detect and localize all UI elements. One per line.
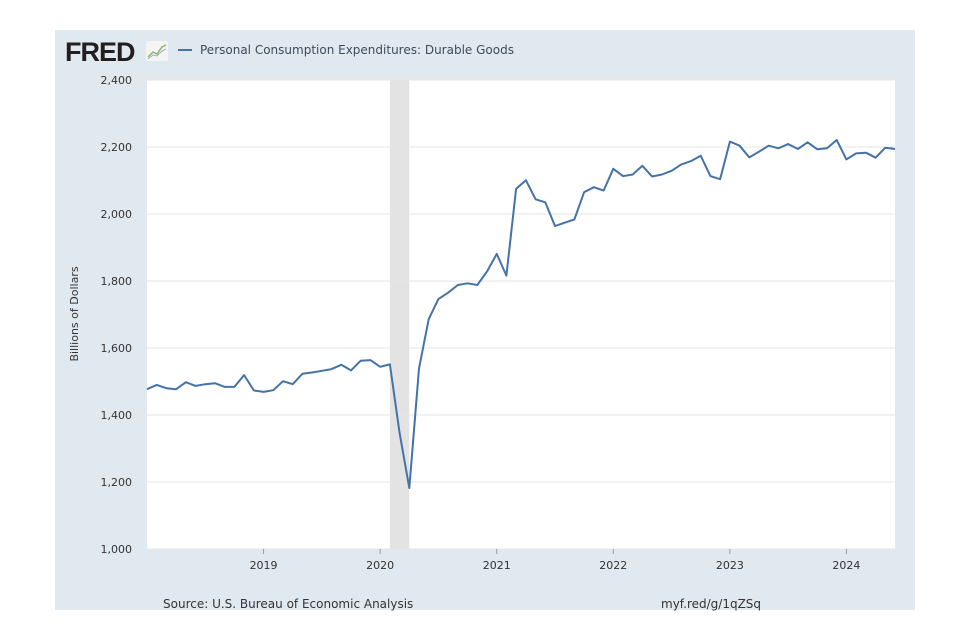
- y-tick-label: 2,400: [101, 74, 133, 87]
- legend-swatch: [178, 49, 192, 51]
- fred-logo[interactable]: FRED: [65, 37, 135, 67]
- y-tick-label: 1,000: [101, 543, 133, 556]
- legend-label: Personal Consumption Expenditures: Durab…: [200, 43, 514, 57]
- recession-band: [389, 80, 410, 549]
- y-tick-label: 1,600: [101, 342, 133, 355]
- y-axis-label: Billions of Dollars: [68, 266, 81, 361]
- y-tick-label: 1,200: [101, 476, 133, 489]
- x-tick-label: 2019: [250, 559, 278, 572]
- line-chart-icon: [146, 41, 168, 61]
- short-link[interactable]: myf.red/g/1qZSq: [661, 597, 762, 611]
- x-tick-label: 2021: [483, 559, 511, 572]
- source-text: Source: U.S. Bureau of Economic Analysis: [163, 597, 414, 611]
- x-tick-label: 2024: [832, 559, 860, 572]
- x-tick-label: 2023: [716, 559, 744, 572]
- plot-area: [147, 80, 895, 549]
- y-tick-label: 2,000: [101, 208, 133, 221]
- legend: Personal Consumption Expenditures: Durab…: [178, 43, 514, 57]
- y-tick-label: 1,800: [101, 275, 133, 288]
- series-line: [146, 139, 896, 489]
- y-tick-label: 1,400: [101, 409, 133, 422]
- x-tick-label: 2022: [599, 559, 627, 572]
- y-tick-label: 2,200: [101, 141, 133, 154]
- x-tick-label: 2020: [366, 559, 394, 572]
